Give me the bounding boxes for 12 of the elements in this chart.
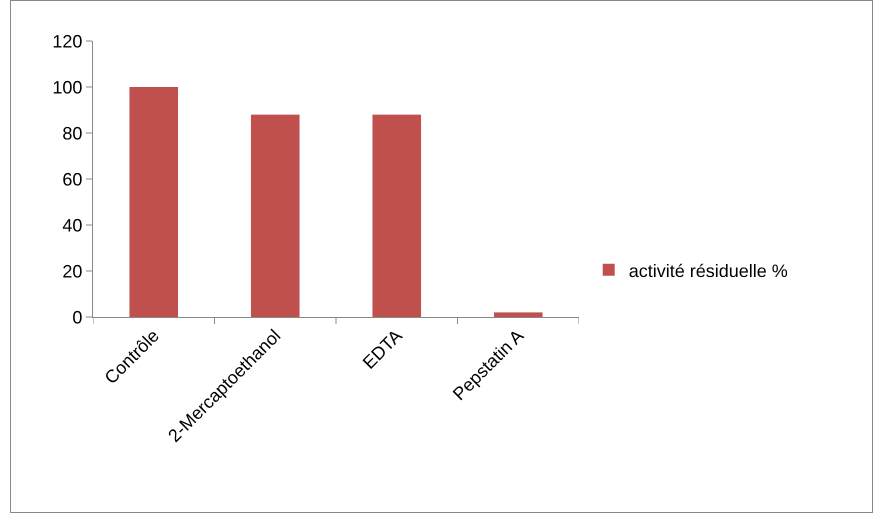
y-tick-label: 60 bbox=[62, 169, 82, 190]
bar bbox=[372, 114, 422, 317]
y-tick-label: 40 bbox=[62, 215, 82, 236]
bar bbox=[129, 87, 178, 317]
bar bbox=[494, 312, 543, 317]
legend-label: activité résiduelle % bbox=[628, 260, 788, 281]
y-tick-label: 120 bbox=[52, 31, 82, 52]
bar bbox=[250, 114, 300, 317]
y-tick-label: 100 bbox=[52, 77, 82, 98]
y-tick-label: 80 bbox=[62, 123, 82, 144]
y-tick-label: 0 bbox=[72, 307, 82, 328]
y-tick-label: 20 bbox=[62, 261, 82, 282]
